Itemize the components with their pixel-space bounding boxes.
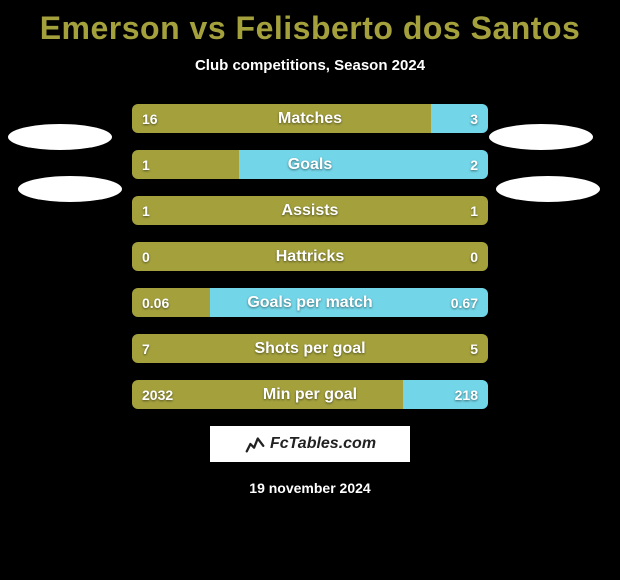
stat-bar-right	[431, 104, 488, 133]
chart-icon	[244, 433, 266, 455]
stat-bar-left	[132, 150, 239, 179]
stat-row: 163Matches	[132, 104, 488, 133]
stat-bar-left	[132, 334, 488, 363]
stats-bars: 163Matches 12Goals 11Assists 00Hattricks 0.0…	[132, 104, 488, 409]
player-placeholder-oval	[8, 124, 112, 150]
stat-bar-right	[210, 288, 488, 317]
footer-brand: FcTables.com	[210, 426, 410, 462]
stat-bar-right	[239, 150, 488, 179]
stat-row: 2032218Min per goal	[132, 380, 488, 409]
stat-bar-left	[132, 242, 488, 271]
stat-row: 11Assists	[132, 196, 488, 225]
stat-row: 75Shots per goal	[132, 334, 488, 363]
stat-row: 0.060.67Goals per match	[132, 288, 488, 317]
stat-bar-right	[403, 380, 488, 409]
player-placeholder-oval	[496, 176, 600, 202]
footer-brand-text: FcTables.com	[270, 435, 376, 453]
page-title: Emerson vs Felisberto dos Santos	[0, 0, 620, 47]
stat-bar-left	[132, 288, 210, 317]
page-subtitle: Club competitions, Season 2024	[0, 57, 620, 74]
player-placeholder-oval	[489, 124, 593, 150]
stat-row: 12Goals	[132, 150, 488, 179]
stat-bar-left	[132, 380, 403, 409]
footer-date: 19 november 2024	[0, 480, 620, 496]
stat-bar-left	[132, 104, 431, 133]
player-placeholder-oval	[18, 176, 122, 202]
stat-bar-left	[132, 196, 488, 225]
stat-row: 00Hattricks	[132, 242, 488, 271]
